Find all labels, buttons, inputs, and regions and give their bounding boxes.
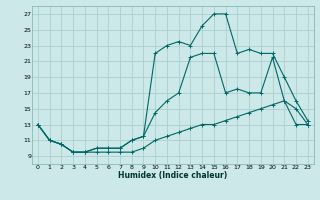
- X-axis label: Humidex (Indice chaleur): Humidex (Indice chaleur): [118, 171, 228, 180]
